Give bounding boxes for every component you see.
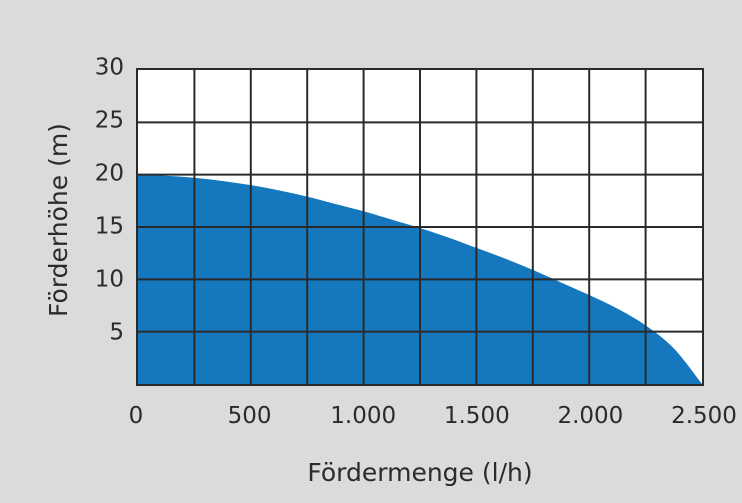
x-axis-tick-label: 2.500 bbox=[671, 403, 737, 429]
x-axis-tick-label: 0 bbox=[128, 403, 144, 429]
y-axis-title: Förderhöhe (m) bbox=[43, 123, 73, 317]
plot-area bbox=[136, 68, 704, 386]
x-axis-tick-label: 1.500 bbox=[443, 403, 510, 429]
y-axis-tick-label: 20 bbox=[94, 160, 124, 187]
x-axis-tick-label: 500 bbox=[227, 403, 272, 429]
x-axis-tick-labels: 0 500 1.000 1.500 2.000 2.500 bbox=[129, 403, 737, 437]
y-axis-tick-label: 10 bbox=[94, 266, 124, 293]
x-axis-tick-label: 1.000 bbox=[330, 403, 397, 429]
x-axis-title: Fördermenge (l/h) bbox=[307, 458, 533, 487]
y-axis-tick-labels: 5 10 15 20 25 30 bbox=[80, 56, 124, 386]
plot-svg bbox=[138, 70, 702, 384]
x-axis-tick-label: 2.000 bbox=[557, 403, 624, 429]
y-axis-tick-label: 25 bbox=[94, 107, 124, 134]
y-axis-tick-label: 5 bbox=[109, 319, 124, 346]
gridlines bbox=[138, 70, 702, 384]
y-axis-tick-label: 15 bbox=[94, 213, 124, 240]
y-axis-tick-label: 30 bbox=[94, 54, 124, 81]
